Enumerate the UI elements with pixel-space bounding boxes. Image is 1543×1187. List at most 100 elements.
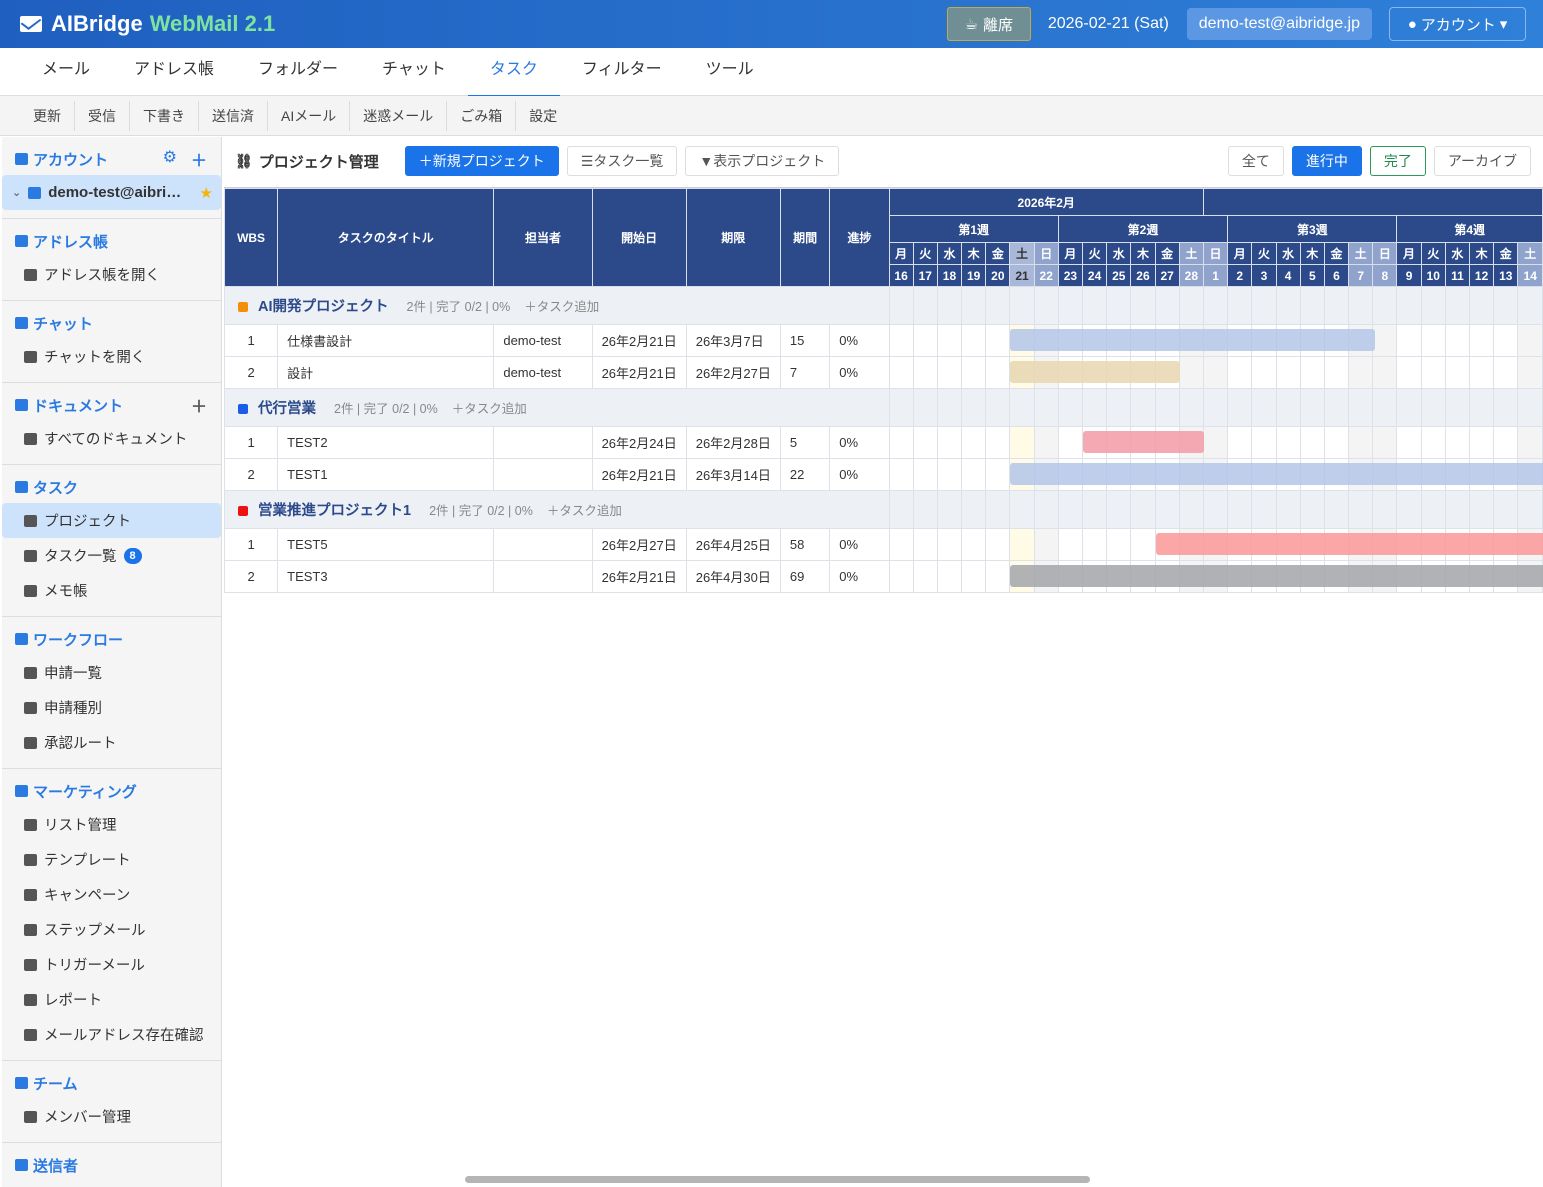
gear-icon[interactable]: ⚙ <box>162 149 177 166</box>
task-bar[interactable] <box>1155 533 1543 555</box>
gantt-cell <box>1469 324 1495 357</box>
current-email[interactable]: demo-test@aibridge.jp <box>1186 8 1372 40</box>
task-title[interactable]: 設計 <box>277 356 495 389</box>
sidebar-item[interactable]: テンプレート <box>2 842 221 877</box>
sidebar-section-header[interactable]: タスク <box>2 471 221 503</box>
project-name[interactable]: 代行営業 <box>258 401 316 417</box>
task-title[interactable]: TEST3 <box>277 560 495 593</box>
task-wbs: 2 <box>224 458 279 491</box>
add-document-icon[interactable]: ＋ <box>190 399 207 416</box>
sidebar-item[interactable]: キャンペーン <box>2 877 221 912</box>
column-header[interactable]: タスクのタイトル <box>277 188 495 287</box>
add-account-icon[interactable]: ＋ <box>190 153 207 170</box>
task-row[interactable]: 2 TEST1 26年2月21日 26年3月14日 22 0% <box>224 458 1543 491</box>
app-logo[interactable]: AIBridge WebMail 2.1 <box>20 11 275 37</box>
sidebar-item[interactable]: レポート <box>2 982 221 1017</box>
sidebar-item[interactable]: メモ帳 <box>2 573 221 608</box>
sidebar-account-item[interactable]: ⌄ demo-test@aibri… ★ <box>2 175 221 210</box>
tab-4[interactable]: タスク <box>467 48 560 98</box>
task-title[interactable]: TEST5 <box>277 528 495 561</box>
filter-1[interactable]: 進行中 <box>1291 146 1362 176</box>
toolbar-button-2[interactable]: 下書き <box>130 100 199 131</box>
tab-0[interactable]: メール <box>42 61 91 78</box>
tab-5[interactable]: フィルター <box>581 61 662 78</box>
project-name[interactable]: AI開発プロジェクト <box>258 299 389 315</box>
sidebar-item[interactable]: 申請種別 <box>2 690 221 725</box>
task-row[interactable]: 1 仕様書設計 demo-test 26年2月21日 26年3月7日 15 0% <box>224 324 1543 357</box>
tab-3[interactable]: チャット <box>382 61 446 78</box>
task-bar[interactable] <box>1083 431 1205 453</box>
column-header[interactable]: 担当者 <box>493 188 593 287</box>
sidebar-item[interactable]: リスト管理 <box>2 807 221 842</box>
sidebar-item[interactable]: メールアドレス存在確認 <box>2 1017 221 1052</box>
add-task-link[interactable]: ＋タスク追加 <box>524 300 600 314</box>
task-progress: 0% <box>829 324 890 357</box>
sidebar-section-header[interactable]: チャット <box>2 307 221 339</box>
add-task-link[interactable]: ＋タスク追加 <box>546 504 622 518</box>
task-title[interactable]: TEST2 <box>277 426 495 459</box>
column-header[interactable]: 期限 <box>685 188 781 287</box>
toolbar-button-1[interactable]: 受信 <box>75 100 130 131</box>
toolbar-button-7[interactable]: 設定 <box>529 107 558 124</box>
filter-3[interactable]: アーカイブ <box>1433 146 1531 176</box>
task-progress: 0% <box>829 528 890 561</box>
sidebar-item[interactable]: プロジェクト <box>2 503 221 538</box>
sidebar-item[interactable]: アドレス帳を開く <box>2 257 221 292</box>
task-bar[interactable] <box>1010 565 1543 587</box>
column-header[interactable]: WBS <box>224 188 279 287</box>
new-project-button[interactable]: ＋新規プロジェクト <box>404 146 559 176</box>
gantt-cell <box>1057 528 1084 561</box>
item-icon <box>24 701 37 714</box>
sidebar-section-header[interactable]: アドレス帳 <box>2 225 221 257</box>
task-list-button[interactable]: ☰ タスク一覧 <box>566 146 678 176</box>
toolbar-button-4[interactable]: AIメール <box>268 100 351 131</box>
task-row[interactable]: 1 TEST5 26年2月27日 26年4月25日 58 0% <box>224 528 1543 561</box>
toolbar-button-0[interactable]: 更新 <box>20 100 75 131</box>
tab-1[interactable]: アドレス帳 <box>134 61 215 78</box>
sidebar-section-header[interactable]: チーム <box>2 1067 221 1099</box>
filter-0[interactable]: 全て <box>1227 146 1284 176</box>
gantt-cell <box>985 324 1011 357</box>
column-header[interactable]: 開始日 <box>591 188 687 287</box>
sidebar-item[interactable]: チャットを開く <box>2 339 221 374</box>
sidebar-section-header[interactable]: ワークフロー <box>2 623 221 655</box>
task-bar[interactable] <box>1010 329 1376 351</box>
sidebar-item[interactable]: メンバー管理 <box>2 1099 221 1134</box>
gantt-cell <box>1372 388 1398 427</box>
sidebar-item[interactable]: 申請一覧 <box>2 655 221 690</box>
sidebar-item[interactable]: 承認ルート <box>2 725 221 760</box>
tab-2[interactable]: フォルダー <box>258 61 339 78</box>
toolbar-button-3[interactable]: 送信済 <box>199 100 268 131</box>
task-row[interactable]: 2 TEST3 26年2月21日 26年4月30日 69 0% <box>224 560 1543 593</box>
date-header: 9 <box>1396 264 1422 287</box>
sidebar-section-header[interactable]: ドキュメント ＋ <box>2 389 221 421</box>
sidebar-section-header[interactable]: 送信者 <box>2 1149 221 1181</box>
sidebar-item[interactable]: タスク一覧 8 <box>2 538 221 573</box>
add-task-link[interactable]: ＋タスク追加 <box>451 402 527 416</box>
task-row[interactable]: 2 設計 demo-test 26年2月21日 26年2月27日 7 0% <box>224 356 1543 389</box>
column-header[interactable]: 進捗 <box>829 188 890 287</box>
task-bar[interactable] <box>1010 463 1543 485</box>
column-header[interactable]: 期間 <box>779 188 831 287</box>
star-icon[interactable]: ★ <box>199 184 213 202</box>
toolbar-button-5[interactable]: 迷惑メール <box>350 100 448 131</box>
horizontal-scrollbar[interactable] <box>453 1176 1543 1184</box>
filter-2[interactable]: 完了 <box>1369 146 1426 176</box>
task-row[interactable]: 1 TEST2 26年2月24日 26年2月28日 5 0% <box>224 426 1543 459</box>
toolbar-button-6[interactable]: ごみ箱 <box>447 100 517 131</box>
sidebar-section-header[interactable]: マーケティング <box>2 775 221 807</box>
section-title: チャット <box>33 315 93 333</box>
task-title[interactable]: 仕様書設計 <box>277 324 495 357</box>
sidebar-item[interactable]: すべてのドキュメント <box>2 421 221 456</box>
tab-6[interactable]: ツール <box>705 61 754 78</box>
project-name[interactable]: 営業推進プロジェクト1 <box>258 503 412 519</box>
account-menu-button[interactable]: ● アカウント ▾ <box>1389 7 1526 41</box>
gantt-cell <box>1420 286 1446 325</box>
scrollbar-thumb[interactable] <box>465 1176 1090 1183</box>
task-bar[interactable] <box>1010 361 1181 383</box>
away-button[interactable]: ☕ 離席 <box>946 7 1031 41</box>
sidebar-item[interactable]: ステップメール <box>2 912 221 947</box>
task-title[interactable]: TEST1 <box>277 458 495 491</box>
sidebar-item[interactable]: トリガーメール <box>2 947 221 982</box>
display-projects-button[interactable]: ▼ 表示プロジェクト <box>685 146 840 176</box>
